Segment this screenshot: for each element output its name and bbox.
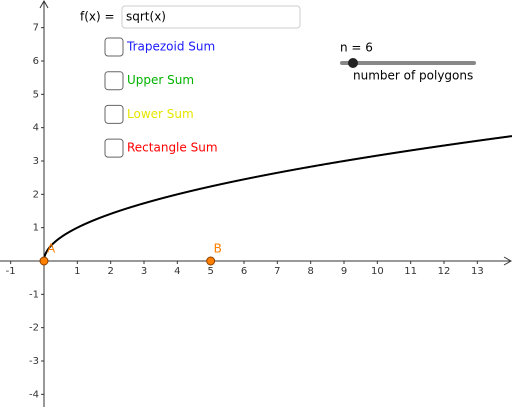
x-tick-label: 6 — [241, 266, 247, 277]
checkbox[interactable] — [104, 138, 124, 158]
x-arrow — [503, 256, 512, 266]
slider-label: n = 6 — [340, 41, 373, 55]
x-tick-label: 2 — [107, 266, 113, 277]
x-tick-label: 7 — [274, 266, 280, 277]
checkbox-label[interactable]: Rectangle Sum — [127, 141, 218, 155]
x-tick-label: 3 — [141, 266, 147, 277]
point-label: B — [214, 242, 222, 256]
x-tick-label: 13 — [471, 266, 484, 277]
function-curve — [43, 135, 512, 261]
y-tick-label: -4 — [29, 389, 39, 400]
input-label: f(x) = — [80, 10, 115, 24]
y-tick-label: 1 — [33, 223, 39, 234]
point[interactable] — [206, 256, 216, 266]
x-tick-label: 8 — [307, 266, 313, 277]
y-tick-label: 6 — [33, 56, 39, 67]
point[interactable] — [39, 256, 49, 266]
x-tick-label: 5 — [207, 266, 213, 277]
checkbox-label[interactable]: Lower Sum — [127, 107, 194, 121]
slider-caption: number of polygons — [353, 69, 473, 83]
y-tick-label: 2 — [33, 189, 39, 200]
x-tick-label: 10 — [371, 266, 384, 277]
x-tick-label: 9 — [341, 266, 347, 277]
checkbox[interactable] — [104, 37, 124, 57]
checkbox[interactable] — [104, 104, 124, 124]
y-tick-label: 3 — [33, 156, 39, 167]
x-tick-label: 1 — [74, 266, 80, 277]
y-tick-label: -2 — [29, 323, 39, 334]
point-label: A — [47, 242, 56, 256]
y-tick-label: 4 — [33, 123, 39, 134]
y-tick-label: 7 — [33, 23, 39, 34]
checkbox-label[interactable]: Trapezoid Sum — [126, 40, 215, 54]
input-value[interactable]: sqrt(x) — [126, 10, 166, 24]
checkbox-label[interactable]: Upper Sum — [127, 73, 194, 87]
x-tick-label: 4 — [174, 266, 180, 277]
x-tick-label: -1 — [6, 266, 16, 277]
y-tick-label: -1 — [29, 289, 39, 300]
y-tick-label: 5 — [33, 89, 39, 100]
input-box[interactable] — [121, 5, 301, 29]
x-tick-label: 12 — [438, 266, 451, 277]
x-tick-label: 11 — [404, 266, 417, 277]
slider-knob[interactable] — [348, 58, 358, 68]
y-arrow — [39, 0, 49, 9]
y-tick-label: -3 — [29, 356, 39, 367]
checkbox[interactable] — [104, 71, 124, 91]
